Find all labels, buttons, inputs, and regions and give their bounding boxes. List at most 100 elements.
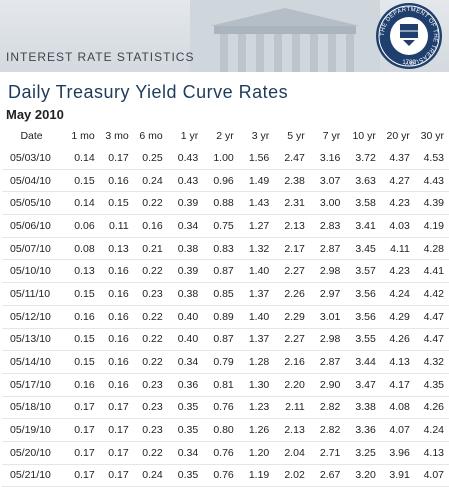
- rate-cell: 0.38: [167, 237, 204, 261]
- column-header: 1 mo: [71, 130, 95, 142]
- rate-cell: 3.41: [345, 214, 381, 238]
- date-cell: 05/10/10: [2, 259, 65, 284]
- rate-cell: 1.30: [238, 373, 275, 397]
- rate-cell: 2.90: [309, 373, 346, 397]
- rate-cell: 0.39: [167, 191, 204, 216]
- rate-cell: 2.29: [274, 305, 310, 329]
- rate-cell: 4.35: [414, 373, 449, 397]
- rate-cell: 0.43: [167, 169, 204, 193]
- rate-cell: 0.87: [203, 328, 239, 352]
- rate-cell: 0.17: [99, 464, 134, 487]
- rate-cell: 0.16: [99, 259, 134, 284]
- rate-cell: 0.17: [64, 441, 100, 465]
- rate-cell: 0.35: [167, 418, 204, 442]
- column-header: 1 yr: [180, 130, 199, 142]
- rate-cell: 0.23: [133, 418, 168, 442]
- table-row: 05/06/10 0.06 0.11 0.16 0.34 0.75 1.27 2.13 2.83…: [2, 214, 449, 238]
- rate-cell: 2.97: [309, 282, 346, 306]
- rate-cell: 0.16: [99, 350, 134, 374]
- rate-cell: 2.16: [274, 350, 310, 374]
- rate-cell: 0.34: [167, 441, 204, 465]
- rate-cell: 0.17: [99, 147, 134, 170]
- rate-cell: 3.36: [345, 418, 381, 442]
- rate-cell: 1.26: [238, 418, 275, 442]
- column-header: 3 mo: [105, 130, 129, 142]
- rate-cell: 2.82: [309, 418, 346, 442]
- rate-cell: 3.96: [380, 441, 415, 465]
- rate-cell: 0.16: [99, 282, 134, 306]
- banner-title: INTEREST RATE STATISTICS: [6, 50, 195, 64]
- rate-cell: 4.08: [380, 396, 415, 420]
- rate-cell: 0.85: [203, 282, 239, 306]
- treasury-building-icon: [190, 0, 380, 72]
- rate-cell: 1.43: [238, 191, 275, 216]
- rate-cell: 0.39: [167, 259, 204, 284]
- rate-cell: 4.23: [380, 191, 415, 216]
- rate-cell: 3.38: [345, 396, 381, 420]
- rate-cell: 2.87: [309, 237, 346, 261]
- rate-cell: 0.24: [133, 169, 168, 193]
- rate-cell: 2.04: [274, 441, 310, 465]
- rate-cell: 1.23: [238, 396, 275, 420]
- rate-cell: 2.83: [309, 214, 346, 238]
- column-header: 5 yr: [287, 130, 305, 142]
- rate-cell: 1.27: [238, 214, 275, 238]
- rate-cell: 3.55: [345, 328, 381, 352]
- rate-cell: 2.17: [274, 237, 310, 261]
- rate-cell: 1.28: [238, 350, 275, 374]
- date-cell: 05/05/10: [2, 191, 65, 216]
- rate-cell: 3.57: [345, 259, 381, 284]
- rate-cell: 0.21: [133, 237, 168, 261]
- rate-cell: 0.16: [133, 214, 168, 238]
- rate-cell: 0.38: [167, 282, 204, 306]
- rate-cell: 3.00: [309, 191, 346, 216]
- rate-cell: 4.11: [380, 237, 415, 261]
- rate-cell: 2.71: [309, 441, 346, 465]
- rate-cell: 0.11: [99, 214, 134, 238]
- rate-cell: 0.35: [167, 464, 204, 487]
- rate-cell: 3.63: [345, 169, 381, 193]
- rate-cell: 0.76: [203, 441, 239, 465]
- rate-cell: 0.15: [64, 350, 100, 374]
- rate-cell: 4.17: [380, 373, 415, 397]
- date-cell: 05/03/10: [2, 147, 65, 170]
- rate-cell: 0.24: [133, 464, 168, 487]
- rate-cell: 0.76: [203, 464, 239, 487]
- rate-cell: 4.07: [414, 464, 449, 487]
- rate-cell: 4.19: [414, 214, 449, 238]
- rate-cell: 0.34: [167, 350, 204, 374]
- rate-cell: 0.40: [167, 328, 204, 352]
- date-cell: 05/04/10: [2, 169, 65, 193]
- rate-cell: 2.87: [309, 350, 346, 374]
- rate-cell: 1.40: [238, 305, 275, 329]
- rate-cell: 4.13: [414, 441, 449, 465]
- rate-cell: 3.56: [345, 282, 381, 306]
- rate-cell: 0.14: [64, 147, 100, 170]
- rate-cell: 0.17: [99, 418, 134, 442]
- table-row: 05/10/10 0.13 0.16 0.22 0.39 0.87 1.40 2.27 2.98…: [2, 259, 449, 284]
- column-header: 20 yr: [386, 130, 410, 142]
- rate-cell: 4.07: [380, 418, 415, 442]
- rate-cell: 4.26: [380, 328, 415, 352]
- rate-cell: 0.23: [133, 282, 168, 306]
- date-cell: 05/21/10: [2, 464, 65, 487]
- rate-cell: 0.15: [99, 191, 134, 216]
- rate-cell: 2.38: [274, 169, 310, 193]
- rate-cell: 0.80: [203, 418, 239, 442]
- seal-year: 1789: [402, 60, 416, 66]
- rate-cell: 3.56: [345, 305, 381, 329]
- rate-cell: 1.19: [238, 464, 275, 487]
- rate-cell: 4.24: [380, 282, 415, 306]
- date-cell: 05/07/10: [2, 237, 65, 261]
- rate-cell: 1.56: [238, 147, 275, 170]
- rate-cell: 0.22: [133, 350, 168, 374]
- table-row: 05/18/10 0.17 0.17 0.23 0.35 0.76 1.23 2.11 2.82…: [2, 396, 449, 420]
- rate-cell: 0.16: [99, 169, 134, 193]
- header-banner: INTEREST RATE STATISTICS THE DEPARTMENT …: [0, 0, 449, 72]
- rate-cell: 0.15: [64, 169, 100, 193]
- rate-cell: 3.72: [345, 147, 381, 170]
- table-row: 05/11/10 0.15 0.16 0.23 0.38 0.85 1.37 2.26 2.97…: [2, 282, 449, 306]
- rate-cell: 2.47: [274, 147, 310, 170]
- rate-cell: 3.25: [345, 441, 381, 465]
- rate-cell: 0.35: [167, 396, 204, 420]
